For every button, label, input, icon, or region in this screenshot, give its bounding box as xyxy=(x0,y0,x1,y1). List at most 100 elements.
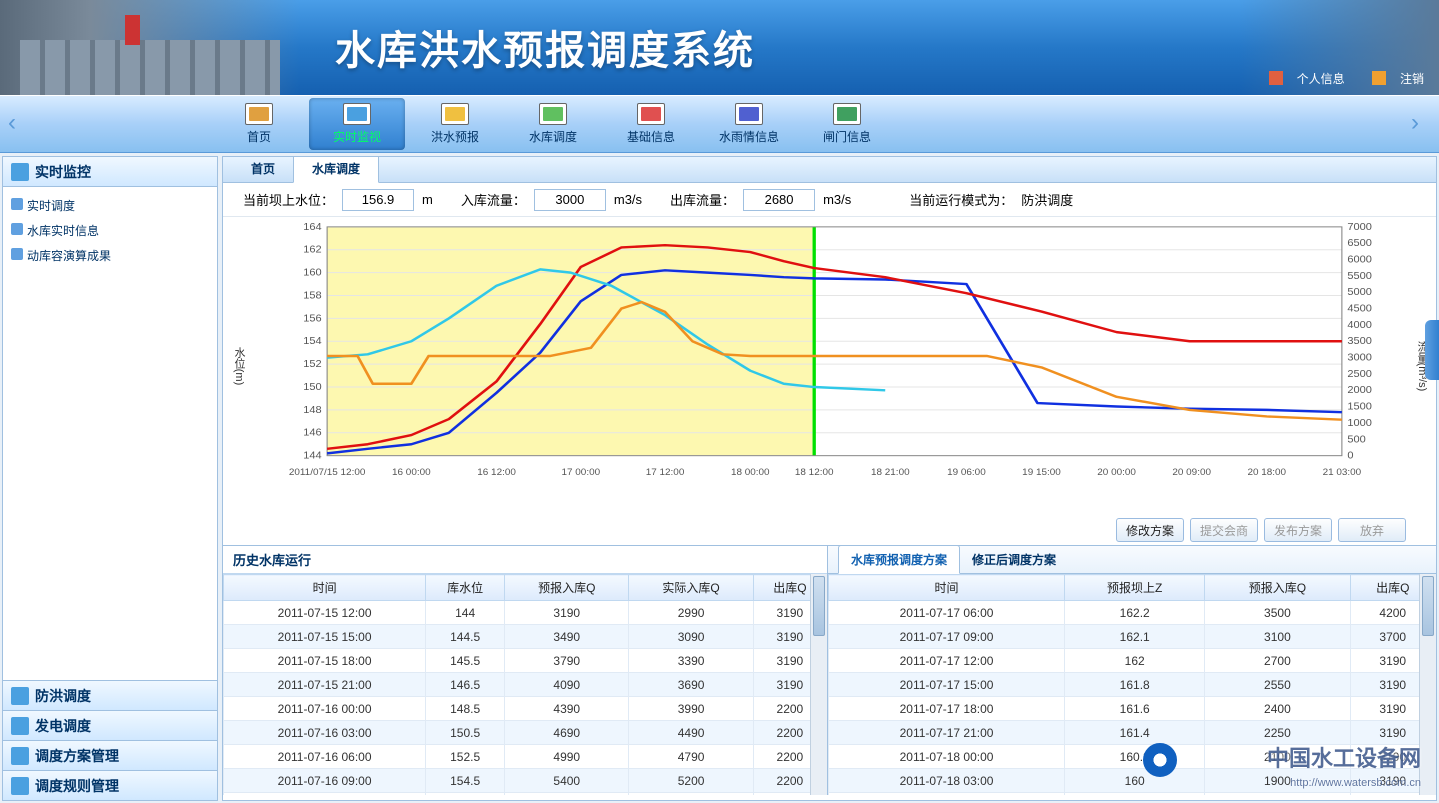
table-row[interactable]: 2011-07-16 09:00154.5540052002200 xyxy=(224,769,827,793)
table-cell: 145.5 xyxy=(426,649,505,673)
svg-text:18 12:00: 18 12:00 xyxy=(795,468,834,477)
table-row[interactable]: 2011-07-17 09:00162.131003700 xyxy=(829,625,1436,649)
history-title: 历史水库运行 xyxy=(223,546,827,574)
sidebar-bottom-item[interactable]: 防洪调度 xyxy=(3,680,217,710)
sidebar-bottom-item[interactable]: 发电调度 xyxy=(3,710,217,740)
table-cell: 2011-07-17 12:00 xyxy=(829,649,1065,673)
plan-scroll-thumb[interactable] xyxy=(1422,576,1434,636)
table-cell: 152.5 xyxy=(426,745,505,769)
panel-icon xyxy=(11,747,29,765)
profile-icon xyxy=(1269,71,1283,85)
svg-text:19 06:00: 19 06:00 xyxy=(947,468,986,477)
table-cell: 2100 xyxy=(1205,745,1350,769)
svg-text:21 03:00: 21 03:00 xyxy=(1323,468,1362,477)
sidebar-tree-item[interactable]: 实时调度 xyxy=(7,193,213,218)
svg-text:162: 162 xyxy=(303,245,322,255)
sidebar-tree-item[interactable]: 动库容演算成果 xyxy=(7,243,213,268)
sidebar-tree-item[interactable]: 水库实时信息 xyxy=(7,218,213,243)
table-row[interactable]: 2011-07-15 15:00144.5349030903190 xyxy=(224,625,827,649)
toolbar-label: 水雨情信息 xyxy=(719,128,779,145)
table-cell: 5800 xyxy=(505,793,629,796)
svg-text:2500: 2500 xyxy=(1347,369,1372,379)
level-unit: m xyxy=(422,192,433,207)
plan-tab[interactable]: 修正后调度方案 xyxy=(960,546,1068,573)
table-cell: 2011-07-17 21:00 xyxy=(829,721,1065,745)
panel-icon xyxy=(11,687,29,705)
toolbar-label: 实时监视 xyxy=(333,128,381,145)
table-row[interactable]: 2011-07-18 00:00160.221003190 xyxy=(829,745,1436,769)
main-tabs: 首页水库调度 xyxy=(223,157,1436,183)
plan-tab[interactable]: 水库预报调度方案 xyxy=(838,545,960,574)
table-row[interactable]: 2011-07-16 03:00150.5469044902200 xyxy=(224,721,827,745)
gate-icon xyxy=(833,103,861,125)
sidebar-panel-header[interactable]: 实时监控 xyxy=(3,157,217,187)
history-table-wrap[interactable]: 时间库水位预报入库Q实际入库Q出库Q2011-07-15 12:00144319… xyxy=(223,574,827,795)
main-tab[interactable]: 水库调度 xyxy=(293,156,379,183)
toolbar-item-rain[interactable]: 水雨情信息 xyxy=(701,98,797,150)
outflow-unit: m3/s xyxy=(823,192,851,207)
sidebar-bottom-item[interactable]: 调度规则管理 xyxy=(3,770,217,800)
table-row[interactable]: 2011-07-18 06:00159.617003190 xyxy=(829,793,1436,796)
svg-text:20 00:00: 20 00:00 xyxy=(1097,468,1136,477)
submit-button[interactable]: 提交会商 xyxy=(1190,518,1258,542)
sidebar-bottom-item[interactable]: 调度方案管理 xyxy=(3,740,217,770)
publish-button[interactable]: 发布方案 xyxy=(1264,518,1332,542)
svg-text:5500: 5500 xyxy=(1347,271,1372,281)
table-row[interactable]: 2011-07-15 12:00144319029903190 xyxy=(224,601,827,625)
table-header: 预报入库Q xyxy=(1205,575,1350,601)
toolbar-item-forecast[interactable]: 洪水预报 xyxy=(407,98,503,150)
history-scroll-thumb[interactable] xyxy=(813,576,825,636)
outflow-input[interactable] xyxy=(743,189,815,211)
right-drawer-handle[interactable] xyxy=(1425,320,1439,380)
svg-text:146: 146 xyxy=(303,428,322,438)
table-row[interactable]: 2011-07-16 06:00152.5499047902200 xyxy=(224,745,827,769)
discard-button[interactable]: 放弃 xyxy=(1338,518,1406,542)
svg-text:150: 150 xyxy=(303,382,322,392)
table-cell: 148.5 xyxy=(426,697,505,721)
table-cell: 4990 xyxy=(505,745,629,769)
table-cell: 2011-07-16 09:00 xyxy=(224,769,426,793)
table-cell: 5600 xyxy=(629,793,753,796)
monitor-panel-icon xyxy=(11,163,29,181)
table-row[interactable]: 2011-07-17 21:00161.422503190 xyxy=(829,721,1436,745)
banner-left-photo xyxy=(0,0,300,95)
toolbar-prev-arrow[interactable]: ‹ xyxy=(8,109,28,139)
sidebar: 实时监控 实时调度水库实时信息动库容演算成果 防洪调度发电调度调度方案管理调度规… xyxy=(2,156,218,801)
history-scrollbar[interactable] xyxy=(810,574,827,795)
table-row[interactable]: 2011-07-17 15:00161.825503190 xyxy=(829,673,1436,697)
plan-table-wrap[interactable]: 时间预报坝上Z预报入库Q出库Q2011-07-17 06:00162.23500… xyxy=(828,574,1436,795)
table-row[interactable]: 2011-07-16 12:00156.7580056002200 xyxy=(224,793,827,796)
bottom-tables: 历史水库运行 时间库水位预报入库Q实际入库Q出库Q2011-07-15 12:0… xyxy=(223,545,1436,795)
inflow-input[interactable] xyxy=(534,189,606,211)
table-row[interactable]: 2011-07-17 18:00161.624003190 xyxy=(829,697,1436,721)
toolbar-label: 洪水预报 xyxy=(431,128,479,145)
main-tab[interactable]: 首页 xyxy=(233,156,293,182)
sidebar-bottom-panels: 防洪调度发电调度调度方案管理调度规则管理 xyxy=(3,680,217,800)
table-header: 库水位 xyxy=(426,575,505,601)
svg-text:1000: 1000 xyxy=(1347,418,1372,428)
table-cell: 2550 xyxy=(1205,673,1350,697)
table-cell: 161.8 xyxy=(1065,673,1205,697)
plan-scrollbar[interactable] xyxy=(1419,574,1436,795)
toolbar-item-dispatch[interactable]: 水库调度 xyxy=(505,98,601,150)
table-cell: 146.5 xyxy=(426,673,505,697)
level-input[interactable] xyxy=(342,189,414,211)
table-cell: 162.2 xyxy=(1065,601,1205,625)
modify-button[interactable]: 修改方案 xyxy=(1116,518,1184,542)
logout-link[interactable]: 注销 xyxy=(1360,72,1424,86)
toolbar-item-monitor[interactable]: 实时监视 xyxy=(309,98,405,150)
toolbar-item-home[interactable]: 首页 xyxy=(211,98,307,150)
plan-panel: 水库预报调度方案修正后调度方案 时间预报坝上Z预报入库Q出库Q2011-07-1… xyxy=(828,546,1436,795)
profile-link[interactable]: 个人信息 xyxy=(1257,72,1345,86)
dispatch-icon xyxy=(539,103,567,125)
table-cell: 3790 xyxy=(505,649,629,673)
toolbar-item-gate[interactable]: 闸门信息 xyxy=(799,98,895,150)
table-row[interactable]: 2011-07-17 06:00162.235004200 xyxy=(829,601,1436,625)
table-row[interactable]: 2011-07-18 03:0016019003190 xyxy=(829,769,1436,793)
table-row[interactable]: 2011-07-16 00:00148.5439039902200 xyxy=(224,697,827,721)
table-row[interactable]: 2011-07-15 21:00146.5409036903190 xyxy=(224,673,827,697)
table-row[interactable]: 2011-07-17 12:0016227003190 xyxy=(829,649,1436,673)
toolbar-item-basic[interactable]: 基础信息 xyxy=(603,98,699,150)
table-row[interactable]: 2011-07-15 18:00145.5379033903190 xyxy=(224,649,827,673)
toolbar-next-arrow[interactable]: › xyxy=(1411,109,1431,139)
